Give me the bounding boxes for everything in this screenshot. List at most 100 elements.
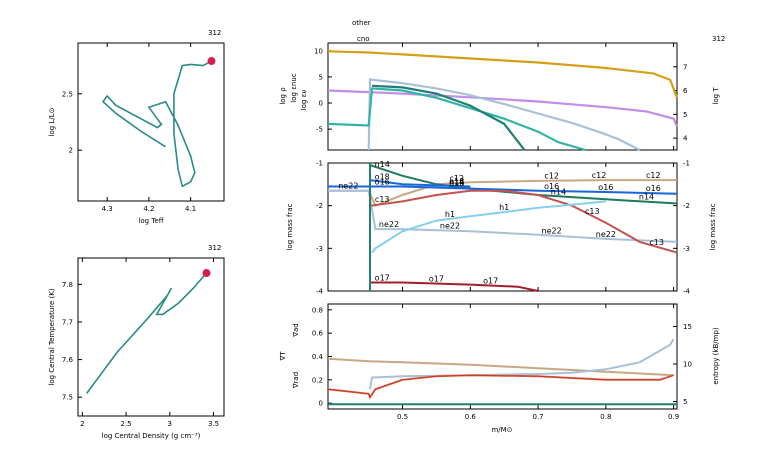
structure-right-ytick-label: 7 (683, 63, 687, 71)
gradients-left-ytick-label: 0.4 (312, 353, 324, 361)
rho-t-ytick-label: 7.6 (62, 356, 74, 364)
abundance-left-ytick-label: -2 (316, 202, 323, 210)
abundance-label-c13: c13 (585, 207, 600, 216)
abundance-label-ne22: ne22 (379, 220, 399, 229)
abundance-line-o18 (369, 179, 471, 188)
gradients-label-nabla-rad: ∇rad (292, 372, 300, 389)
structure-label-rho: log ρ (279, 87, 287, 105)
rho-t-ytick-label: 7.5 (62, 394, 73, 402)
structure-left-ytick-label: -5 (316, 126, 323, 134)
abundance-ticks: -4 -3 -2 -1 -4 -3 -2 -1 (316, 160, 691, 296)
structure-line-lognuc (327, 87, 586, 152)
gradients-panel: 0.5 0.6 0.7 0.8 0.9 0 0.2 0.4 0.6 0.8 5 10 15 ∇ad ∇T… (279, 303, 720, 434)
structure-left-ytick-label: 5 (319, 73, 323, 81)
hr-xtick-label: 4.2 (143, 205, 154, 213)
top-label-cno: cno (357, 35, 370, 43)
rho-t-ticks: 2 2.5 3 3.5 7.5 7.6 7.7 7.8 (62, 258, 219, 428)
gradients-xlabel: m/M⊙ (491, 426, 512, 434)
abundance-right-ytick-label: -1 (683, 160, 690, 168)
abundance-label-n14: n14 (375, 160, 390, 169)
hr-frame (77, 42, 225, 202)
rho-t-track-line (86, 272, 208, 394)
structure-left-ytick-label: 0 (319, 100, 323, 108)
abundance-label-n14: n14 (449, 178, 464, 187)
gradients-xtick-label: 0.6 (465, 413, 477, 421)
gradients-label-nabla-t: ∇T (279, 351, 287, 362)
hr-current-point (207, 57, 216, 66)
abundance-label-o18: o18 (449, 177, 464, 186)
gradients-right-ytick-label: 5 (683, 398, 687, 406)
structure-label-eps-nuc: log εnuc (290, 73, 298, 103)
abundance-label-ne22: ne22 (338, 182, 358, 191)
abundance-label-o17: o17 (429, 275, 444, 284)
gradients-ylabel-right: entropy (kB/mp) (712, 327, 720, 385)
gradients-left-ytick-label: 0.2 (312, 376, 323, 384)
structure-line-log (367, 78, 641, 151)
hr-ticks: 4.3 4.2 4.1 2 2.5 (62, 43, 196, 213)
abundance-label-c12: c12 (592, 171, 607, 180)
hr-step-label: 312 (208, 29, 221, 37)
abundance-right-ytick-label: -2 (683, 202, 690, 210)
rho-t-step-label: 312 (208, 244, 221, 252)
abundance-label-n14: n14 (551, 187, 566, 196)
rho-t-xtick-label: 3 (168, 420, 172, 428)
gradients-xtick-label: 0.8 (600, 413, 611, 421)
hr-track-line (101, 60, 212, 188)
structure-lines (327, 50, 679, 152)
structure-right-ytick-label: 4 (683, 135, 688, 143)
gradients-xtick-label: 0.7 (533, 413, 544, 421)
structure-left-ytick-label: 10 (314, 47, 323, 55)
rho-t-ylabel: log Central Temperature (K) (48, 288, 56, 385)
gradients-left-ytick-label: 0.8 (312, 306, 323, 314)
abundance-label-o18: o18 (375, 173, 390, 182)
hr-ytick-label: 2 (69, 147, 73, 155)
abundance-label-o16: o16 (449, 179, 464, 188)
gradients-line-rad (327, 374, 674, 400)
gradients-right-ytick-label: 10 (683, 361, 692, 369)
structure-line-log (327, 89, 679, 127)
abundance-label-n14: n14 (639, 193, 654, 202)
gradients-xtick-label: 0.5 (397, 413, 408, 421)
abundance-ylabel-right: log mass frac (709, 203, 717, 250)
rho-t-frame (77, 257, 225, 417)
abundance-ylabel-left: log mass frac (286, 203, 294, 250)
hr-xlabel: log Teff (138, 217, 163, 225)
abundance-left-ytick-label: -3 (316, 245, 323, 253)
abundance-panel: -4-3-2-1-4-3-2-1 c12 c12 c12 c12n14n14n14n1… (286, 160, 717, 296)
abundance-line-h1 (371, 200, 606, 254)
abundance-left-ytick-label: -1 (316, 160, 323, 168)
hr-ylabel: log L/L⊙ (48, 108, 56, 137)
structure-frame (327, 42, 678, 151)
abundance-line-o17 (370, 281, 539, 292)
abundance-label-o17: o17 (483, 277, 498, 286)
abundance-right-ytick-label: -4 (683, 288, 691, 296)
structure-line-logt (327, 50, 679, 99)
top-label-other: other (352, 19, 371, 27)
gradients-ticks: 0.5 0.6 0.7 0.8 0.9 0 0.2 0.4 0.6 0.8 5 10 15 (312, 304, 692, 421)
abundance-label-ne22: ne22 (596, 230, 616, 239)
rho-t-current-point (202, 269, 211, 278)
gradients-line-entropy (369, 338, 675, 390)
abundance-label-c13: c13 (649, 238, 664, 247)
abundance-label-c12: c12 (449, 174, 464, 183)
abundance-frame (327, 162, 678, 292)
rho-t-ytick-label: 7.7 (62, 318, 73, 326)
gradients-lines (327, 338, 677, 406)
structure-line-lognuc2 (371, 84, 526, 151)
gradients-line-ad (327, 357, 674, 377)
rho-t-xtick-label: 2 (80, 420, 84, 428)
abundance-label-c12: c12 (646, 171, 661, 180)
abundance-label-h1: h1 (499, 203, 509, 212)
gradients-label-nabla-ad: ∇ad (292, 323, 300, 337)
gradients-left-ytick-label: 0.6 (312, 330, 324, 338)
rho-t-xtick-label: 3.5 (208, 420, 219, 428)
abundance-label-o17: o17 (375, 273, 390, 282)
rho-t-ytick-label: 7.8 (62, 281, 73, 289)
abundance-label-o16: o16 (646, 184, 661, 193)
hr-xtick-label: 4.3 (102, 205, 113, 213)
gradients-right-ytick-label: 15 (683, 323, 692, 331)
abundance-label-o16: o16 (544, 182, 559, 191)
